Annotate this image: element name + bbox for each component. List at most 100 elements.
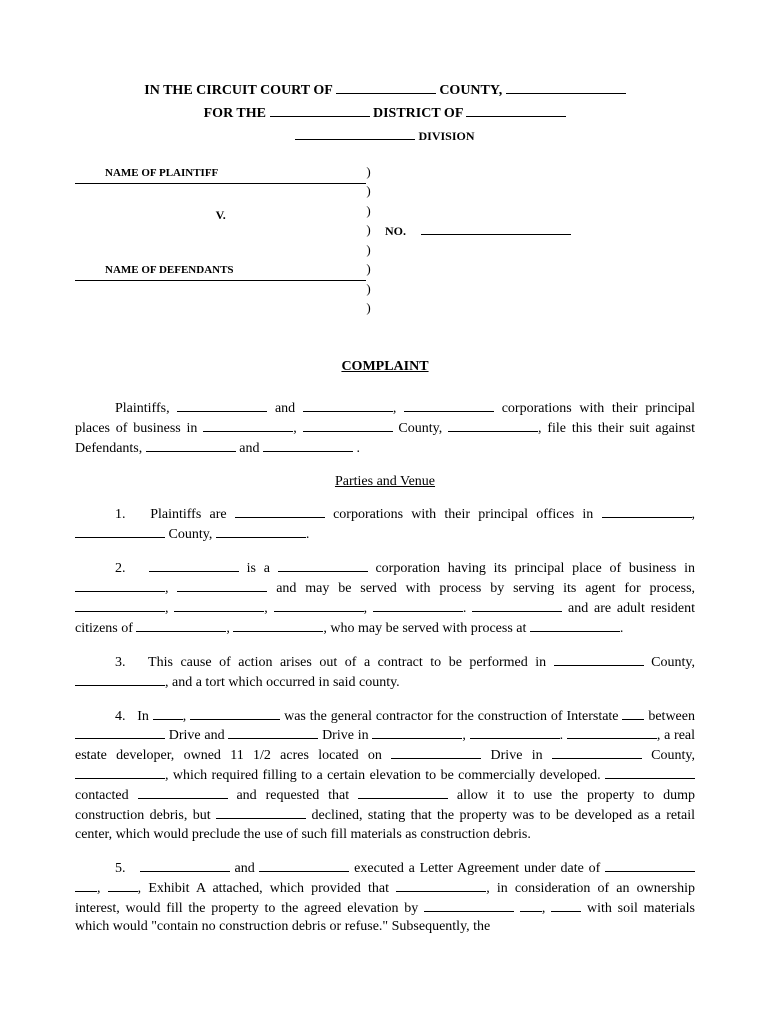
text: , which required filling to a certain el… bbox=[165, 768, 605, 783]
text: 4. In bbox=[115, 709, 153, 724]
blank-field bbox=[274, 599, 364, 612]
document-page: IN THE CIRCUIT COURT OF COUNTY, FOR THE … bbox=[0, 0, 770, 991]
blank-field bbox=[75, 525, 165, 538]
header-text: COUNTY, bbox=[436, 83, 506, 98]
paragraph-4: 4. In , was the general contractor for t… bbox=[75, 707, 695, 845]
blank-field bbox=[391, 746, 481, 759]
blank-field bbox=[235, 505, 325, 518]
paragraph-5: 5. and executed a Letter Agreement under… bbox=[75, 859, 695, 938]
blank-field bbox=[75, 579, 165, 592]
defendant-label: NAME OF DEFENDANTS bbox=[75, 259, 366, 280]
text: 3. This cause of action arises out of a … bbox=[115, 655, 554, 670]
text: County, bbox=[642, 748, 695, 763]
blank-field bbox=[174, 599, 264, 612]
text: Drive and bbox=[165, 728, 228, 743]
text: and bbox=[267, 401, 303, 416]
text: , Exhibit A attached, which provided tha… bbox=[138, 881, 397, 896]
text: 1. Plaintiffs are bbox=[115, 507, 235, 522]
court-header-line2: FOR THE DISTRICT OF bbox=[75, 103, 695, 124]
text: . bbox=[620, 621, 624, 636]
caption-paren: ))) bbox=[366, 261, 370, 315]
text: Drive in bbox=[481, 748, 552, 763]
blank-field bbox=[567, 726, 657, 739]
text: corporation having its principal place o… bbox=[368, 561, 695, 576]
text: , bbox=[264, 601, 273, 616]
blank-field bbox=[136, 619, 226, 632]
blank-field bbox=[424, 899, 514, 912]
text: executed a Letter Agreement under date o… bbox=[349, 861, 605, 876]
text: between bbox=[644, 709, 695, 724]
blank-field bbox=[177, 399, 267, 412]
blank-field bbox=[233, 619, 323, 632]
blank-field bbox=[75, 673, 165, 686]
caption-paren: )) bbox=[366, 164, 370, 199]
case-caption: NAME OF PLAINTIFF )) V. ))) NO. NAME OF … bbox=[75, 162, 695, 318]
blank-field bbox=[396, 879, 486, 892]
header-text: FOR THE bbox=[204, 106, 270, 121]
paragraph-2: 2. is a corporation having its principal… bbox=[75, 559, 695, 639]
paragraph-3: 3. This cause of action arises out of a … bbox=[75, 653, 695, 693]
text: , bbox=[692, 507, 696, 522]
blank-field bbox=[259, 859, 349, 872]
blank-field bbox=[295, 126, 415, 140]
text: and requested that bbox=[228, 788, 358, 803]
blank-field bbox=[270, 103, 370, 117]
text: County, bbox=[393, 421, 448, 436]
blank-field bbox=[520, 899, 542, 912]
blank-field bbox=[75, 726, 165, 739]
blank-field bbox=[138, 786, 228, 799]
text: , bbox=[542, 901, 551, 916]
blank-field bbox=[203, 419, 293, 432]
text: and bbox=[236, 441, 263, 456]
text: is a bbox=[239, 561, 278, 576]
header-text: DIVISION bbox=[415, 129, 474, 143]
text: , bbox=[183, 709, 190, 724]
case-no-blank bbox=[421, 222, 571, 235]
blank-field bbox=[228, 726, 318, 739]
text: and may be served with process by servin… bbox=[267, 581, 695, 596]
text: , bbox=[97, 881, 108, 896]
section-heading: Parties and Venue bbox=[75, 473, 695, 492]
text: , bbox=[364, 601, 373, 616]
blank-field bbox=[506, 80, 626, 94]
blank-field bbox=[448, 419, 538, 432]
text: 5. bbox=[115, 861, 140, 876]
blank-field bbox=[530, 619, 620, 632]
case-no-label: NO. bbox=[385, 224, 406, 238]
blank-field bbox=[373, 599, 463, 612]
text: Plaintiffs, bbox=[115, 401, 177, 416]
blank-field bbox=[108, 879, 138, 892]
blank-field bbox=[372, 726, 462, 739]
text: County, bbox=[165, 527, 216, 542]
text: . bbox=[463, 601, 472, 616]
blank-field bbox=[466, 103, 566, 117]
defendant-line bbox=[75, 280, 366, 282]
blank-field bbox=[303, 399, 393, 412]
text: . bbox=[353, 441, 360, 456]
text: , bbox=[226, 621, 233, 636]
blank-field bbox=[336, 80, 436, 94]
text: , who may be served with process at bbox=[323, 621, 529, 636]
blank-field bbox=[216, 525, 306, 538]
text: , bbox=[165, 581, 177, 596]
blank-field bbox=[605, 859, 695, 872]
caption-paren: ))) bbox=[366, 203, 370, 257]
blank-field bbox=[472, 599, 562, 612]
blank-field bbox=[153, 707, 183, 720]
header-text: IN THE CIRCUIT COURT OF bbox=[144, 83, 336, 98]
court-header-line3: DIVISION bbox=[75, 126, 695, 144]
text: was the general contractor for the const… bbox=[280, 709, 622, 724]
blank-field bbox=[190, 707, 280, 720]
blank-field bbox=[622, 707, 644, 720]
blank-field bbox=[75, 879, 97, 892]
intro-paragraph: Plaintiffs, and , corporations with thei… bbox=[75, 399, 695, 459]
blank-field bbox=[140, 859, 230, 872]
text: contacted bbox=[75, 788, 138, 803]
blank-field bbox=[278, 559, 368, 572]
paragraph-1: 1. Plaintiffs are corporations with thei… bbox=[75, 505, 695, 545]
versus-label: V. bbox=[75, 201, 366, 229]
text: and bbox=[230, 861, 260, 876]
text: County, bbox=[644, 655, 695, 670]
blank-field bbox=[551, 899, 581, 912]
blank-field bbox=[75, 766, 165, 779]
